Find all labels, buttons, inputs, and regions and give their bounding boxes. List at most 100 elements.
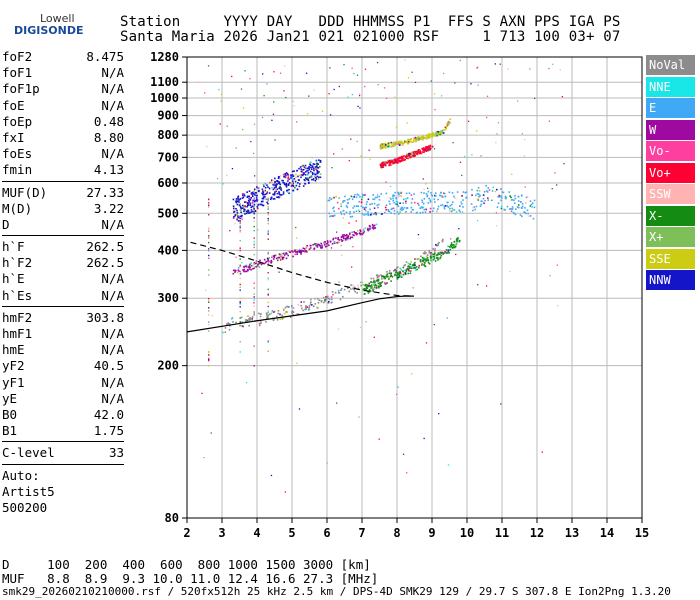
echo-point — [425, 257, 428, 260]
echo-point — [462, 206, 464, 208]
echo-point — [342, 295, 344, 298]
noise-point — [470, 83, 472, 85]
echo-point — [262, 184, 265, 186]
echo-point — [389, 272, 392, 275]
echo-point — [528, 215, 531, 217]
echo-point — [396, 141, 399, 143]
streak-point — [267, 264, 269, 267]
tick-label-y: 80 — [165, 511, 179, 525]
echo-point — [500, 205, 503, 208]
echo-point — [243, 201, 246, 203]
echo-point — [292, 255, 294, 258]
echo-point — [420, 152, 423, 154]
echo-point — [419, 259, 422, 261]
echo-point — [232, 207, 235, 210]
echo-point — [277, 310, 280, 312]
echo-point — [262, 191, 265, 194]
echo-point — [314, 242, 317, 245]
echo-point — [292, 189, 295, 192]
echo-point — [349, 232, 351, 235]
param-label: h`F2 — [2, 255, 33, 271]
echo-point — [533, 206, 536, 209]
echo-point — [275, 315, 278, 318]
param-value: 27.33 — [86, 184, 124, 200]
echo-point — [245, 265, 248, 268]
echo-point — [227, 322, 230, 324]
echo-point — [419, 150, 422, 153]
echo-point — [365, 285, 368, 288]
echo-point — [424, 265, 427, 268]
streak-point — [267, 310, 269, 312]
echo-point — [423, 198, 426, 200]
echo-point — [438, 257, 440, 260]
echo-point — [369, 290, 372, 292]
echo-point — [305, 306, 307, 309]
echo-point — [256, 207, 259, 210]
echo-point — [301, 165, 304, 167]
echo-point — [462, 191, 465, 193]
noise-point — [253, 302, 255, 304]
noise-point — [234, 223, 236, 225]
echo-point — [247, 210, 250, 212]
echo-point — [472, 209, 474, 212]
echo-point — [254, 199, 257, 202]
echo-point — [410, 138, 412, 140]
echo-point — [273, 197, 276, 200]
echo-point — [428, 252, 431, 254]
echo-point — [329, 215, 331, 218]
echo-point — [326, 240, 329, 242]
echo-point — [407, 157, 409, 160]
noise-point — [471, 154, 473, 156]
param-value: N/A — [101, 326, 124, 341]
noise-point — [278, 271, 280, 273]
echo-point — [267, 317, 270, 319]
echo-point — [388, 164, 390, 167]
echo-point — [369, 208, 371, 211]
echo-point — [486, 191, 489, 193]
echo-point — [275, 185, 277, 188]
echo-point — [263, 258, 266, 261]
echo-point — [247, 204, 249, 207]
echo-point — [526, 209, 529, 212]
echo-point — [316, 171, 319, 174]
streak-point — [267, 197, 269, 199]
echo-point — [403, 271, 405, 274]
noise-point — [559, 69, 561, 71]
echo-point — [290, 185, 293, 187]
noise-point — [220, 93, 223, 95]
echo-point — [363, 206, 366, 209]
echo-point — [396, 158, 399, 160]
echo-point — [482, 197, 485, 200]
echo-point — [302, 250, 304, 252]
noise-point — [461, 174, 463, 177]
echo-point — [277, 256, 280, 259]
echo-point — [373, 280, 375, 283]
param-row-foe: foE N/A — [2, 98, 124, 114]
echo-point — [367, 227, 369, 230]
echo-point — [354, 232, 356, 234]
echo-point — [256, 186, 258, 188]
echo-point — [287, 183, 290, 185]
auto-line-1: Auto: — [2, 467, 40, 483]
echo-point — [359, 281, 362, 284]
streak-point — [208, 230, 210, 232]
echo-point — [323, 301, 325, 304]
echo-point — [290, 304, 293, 307]
noise-point — [541, 451, 543, 453]
noise-point — [326, 462, 328, 464]
echo-point — [438, 253, 441, 256]
echo-point — [401, 156, 404, 158]
noise-point — [253, 175, 256, 177]
echo-point — [383, 275, 385, 278]
echo-point — [285, 252, 288, 254]
echo-point — [347, 287, 349, 289]
echo-point — [306, 177, 309, 180]
echo-point — [495, 188, 498, 191]
noise-point — [521, 132, 524, 135]
echo-point — [430, 259, 432, 262]
echo-point — [287, 174, 289, 176]
echo-point — [492, 186, 495, 189]
echo-point — [299, 174, 301, 176]
echo-point — [241, 197, 244, 199]
echo-point — [434, 201, 436, 203]
